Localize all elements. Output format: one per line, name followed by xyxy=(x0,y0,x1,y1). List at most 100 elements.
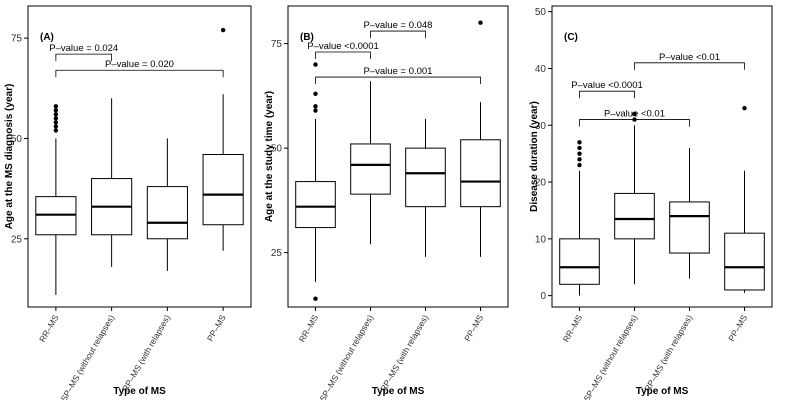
box-2 xyxy=(614,111,655,285)
x-axis-title: Type of MS xyxy=(113,386,166,397)
pvalue-bracket: P–value <0.01 xyxy=(634,52,745,70)
pvalue-bracket: P–value = 0.024 xyxy=(49,43,118,62)
y-tick-label: 0 xyxy=(540,291,546,302)
pvalue-label: P–value = 0.024 xyxy=(49,43,118,54)
bracket-line xyxy=(315,51,371,59)
y-tick-label: 40 xyxy=(535,64,547,75)
y-tick-label: 10 xyxy=(535,234,547,245)
x-tick-label: PP–MS xyxy=(726,313,749,343)
y-tick-label: 30 xyxy=(535,121,547,132)
y-tick-label: 50 xyxy=(271,144,283,155)
pvalue-bracket: P–value <0.01 xyxy=(579,109,690,127)
panel-letter: (A) xyxy=(40,32,54,43)
outlier-point xyxy=(53,120,59,125)
y-tick-label: 75 xyxy=(271,39,283,50)
pvalue-label: P–value <0.0001 xyxy=(307,41,379,52)
outlier-point xyxy=(53,108,59,113)
outlier-point xyxy=(53,128,59,133)
y-tick-label: 20 xyxy=(535,178,547,189)
x-tick-label: PP–MS xyxy=(205,313,228,343)
x-tick-label: SP–MS (without relapses) xyxy=(59,313,117,400)
box-4 xyxy=(202,27,244,251)
box-3 xyxy=(669,147,710,279)
box-1 xyxy=(35,104,77,295)
outlier-point xyxy=(220,27,226,33)
box-4 xyxy=(460,20,501,257)
y-tick-label: 50 xyxy=(535,7,547,18)
x-tick-label: PP–MS xyxy=(462,313,485,343)
panel-border xyxy=(551,5,773,308)
bracket-line xyxy=(579,90,635,99)
panel-letter: (C) xyxy=(564,32,578,43)
pvalue-bracket: P–value = 0.020 xyxy=(55,59,224,78)
x-tick-label: RR–MS xyxy=(37,313,61,344)
iqr-box xyxy=(460,139,501,208)
box-4 xyxy=(724,106,765,293)
outlier-point xyxy=(577,140,582,145)
iqr-box xyxy=(559,238,600,285)
y-tick-label: 25 xyxy=(11,234,23,245)
pvalue-bracket: P–value <0.0001 xyxy=(571,80,643,99)
panel-b: (B) 25 50 75 Age at the study time (year) RR–… xyxy=(264,5,509,400)
box-3 xyxy=(146,138,188,271)
pvalue-label: P–value = 0.001 xyxy=(364,66,433,77)
outlier-point xyxy=(313,108,318,113)
outlier-point xyxy=(313,296,318,301)
outlier-point xyxy=(53,124,59,129)
panel-c: (C) 0 10 20 30 40 50 Disease duration (year) RR–… xyxy=(529,5,773,400)
x-tick-label: SP–MS (without relapses) xyxy=(317,313,375,400)
pvalue-bracket: P–value = 0.048 xyxy=(364,20,433,39)
y-tick-label: 25 xyxy=(271,248,283,259)
iqr-box xyxy=(614,192,655,240)
panel-a: (A) 25 50 75 Age at the MS diagnosis (year) R… xyxy=(4,5,252,400)
pvalue-label: P–value <0.01 xyxy=(659,52,720,63)
outlier-point xyxy=(742,106,747,111)
panel-border xyxy=(27,5,252,308)
outlier-point xyxy=(53,112,59,117)
bracket-line xyxy=(315,76,481,85)
iqr-box xyxy=(724,232,765,291)
outlier-point xyxy=(313,62,318,67)
pvalue-label: P–value <0.01 xyxy=(604,109,665,120)
iqr-box xyxy=(350,143,391,195)
bracket-line xyxy=(634,62,745,70)
x-tick-label: RP–MS (with relapses) xyxy=(378,313,430,393)
x-axis-title: Type of MS xyxy=(636,386,689,397)
pvalue-label: P–value = 0.048 xyxy=(364,20,433,31)
iqr-box xyxy=(669,201,710,254)
bracket-line xyxy=(55,69,224,78)
outlier-point xyxy=(577,162,582,168)
x-tick-label: RR–MS xyxy=(561,313,585,344)
outlier-point xyxy=(577,145,582,151)
box-1 xyxy=(559,140,600,296)
panel-border xyxy=(287,5,509,308)
outlier-point xyxy=(478,20,483,25)
y-axis-title: Age at the study time (year) xyxy=(264,91,275,222)
outlier-point xyxy=(313,91,318,96)
y-axis-title: Age at the MS diagnosis (year) xyxy=(4,84,15,230)
outlier-point xyxy=(53,104,59,109)
x-tick-label: RP–MS (with relapses) xyxy=(642,313,694,393)
bracket-line xyxy=(55,53,113,62)
bracket-line xyxy=(370,30,426,39)
iqr-box xyxy=(295,181,336,229)
x-tick-label: RP–MS (with relapses) xyxy=(120,313,172,393)
y-tick-label: 75 xyxy=(11,34,23,45)
pvalue-label: P–value = 0.020 xyxy=(105,59,174,70)
outlier-point xyxy=(632,111,637,117)
panel-letter: (B) xyxy=(300,32,314,43)
iqr-box xyxy=(146,186,188,240)
iqr-box xyxy=(405,147,446,208)
iqr-box xyxy=(202,153,244,226)
pvalue-bracket: P–value = 0.001 xyxy=(315,66,481,85)
y-axis-title: Disease duration (year) xyxy=(529,101,540,212)
x-tick-label: SP–MS (without relapses) xyxy=(581,313,639,400)
box-1 xyxy=(295,62,336,301)
outlier-point xyxy=(577,151,582,156)
box-2 xyxy=(91,98,133,267)
outlier-point xyxy=(53,116,59,121)
pvalue-bracket: P–value <0.0001 xyxy=(307,41,379,59)
x-axis-title: Type of MS xyxy=(372,386,425,397)
pvalue-label: P–value <0.0001 xyxy=(571,80,643,91)
